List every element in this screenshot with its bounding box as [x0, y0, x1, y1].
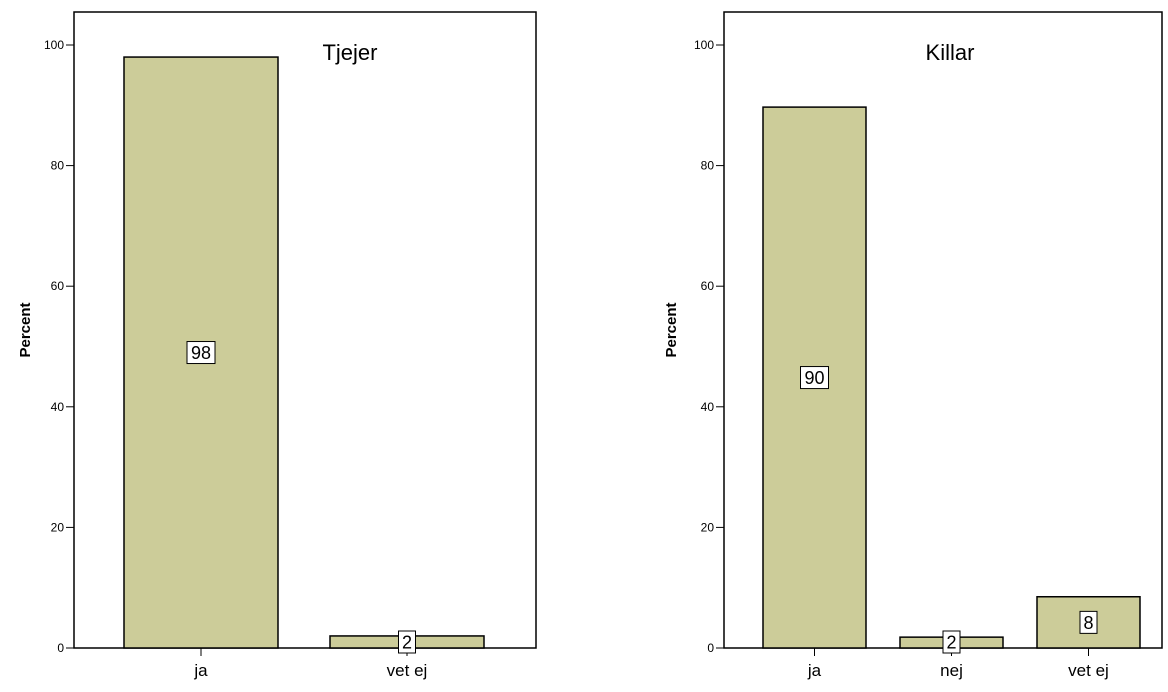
- y-tick-label: 20: [701, 520, 715, 534]
- y-tick-label: 100: [44, 38, 64, 52]
- y-tick-label: 100: [694, 38, 714, 52]
- chart-title: Killar: [926, 40, 975, 65]
- x-tick-label: nej: [940, 661, 963, 680]
- data-label: 2: [402, 633, 412, 653]
- data-label: 8: [1083, 613, 1093, 633]
- y-tick-label: 60: [51, 279, 65, 293]
- chart-panel-2: 0 20 40 60 80 100 Percent Killar ja 90 nej 2 vet ej 8: [663, 11, 1163, 680]
- data-label-box: [186, 341, 216, 365]
- chart-title: Tjejer: [322, 40, 377, 65]
- data-label: 90: [804, 368, 824, 388]
- x-tick-label: vet ej: [387, 661, 428, 680]
- y-tick-label: 0: [707, 641, 714, 655]
- y-axis-title: Percent: [17, 302, 34, 357]
- x-tick-label: vet ej: [1068, 661, 1109, 680]
- chart-panel-1: 0 20 40 60 80 100 Percent Tjejer ja 98 vet ej 2: [17, 11, 537, 680]
- data-label: 98: [191, 343, 211, 363]
- y-tick-label: 40: [51, 400, 65, 414]
- y-tick-label: 0: [57, 641, 64, 655]
- y-tick-label: 80: [51, 159, 65, 173]
- y-tick-label: 60: [701, 279, 715, 293]
- data-label-box: [942, 630, 961, 654]
- y-tick-label: 40: [701, 400, 715, 414]
- data-label: 2: [946, 633, 956, 653]
- y-tick-label: 80: [701, 159, 715, 173]
- data-label-box: [1079, 610, 1098, 634]
- data-label-box: [398, 630, 416, 654]
- y-tick-label: 20: [51, 520, 65, 534]
- plot-frame: [73, 11, 537, 649]
- y-axis-title: Percent: [663, 302, 680, 357]
- x-tick-label: ja: [807, 661, 822, 680]
- x-tick-label: ja: [193, 661, 208, 680]
- data-label-box: [800, 366, 829, 390]
